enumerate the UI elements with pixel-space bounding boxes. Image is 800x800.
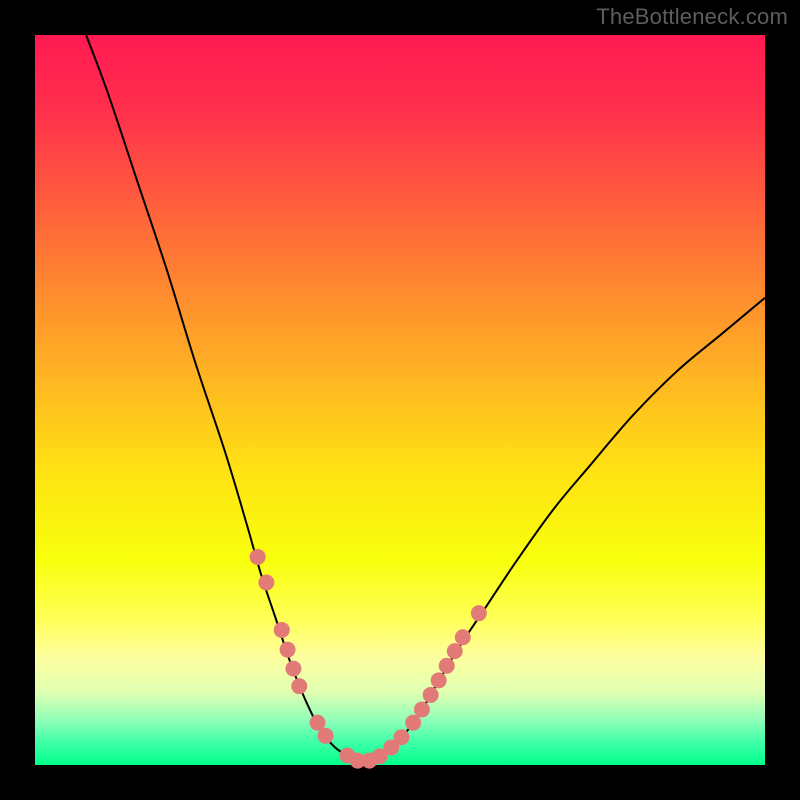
data-point [414, 702, 430, 718]
data-point [280, 642, 296, 658]
data-point [431, 672, 447, 688]
data-point [258, 575, 274, 591]
data-point [447, 643, 463, 659]
data-point [285, 661, 301, 677]
data-point [274, 622, 290, 638]
data-point [439, 658, 455, 674]
data-point [405, 715, 421, 731]
data-point [423, 687, 439, 703]
plot-background [35, 35, 765, 765]
data-point [250, 549, 266, 565]
watermark-text: TheBottleneck.com [596, 4, 788, 30]
bottleneck-chart [0, 0, 800, 800]
data-point [471, 605, 487, 621]
data-point [291, 678, 307, 694]
data-point [318, 728, 334, 744]
data-point [393, 729, 409, 745]
data-point [455, 629, 471, 645]
